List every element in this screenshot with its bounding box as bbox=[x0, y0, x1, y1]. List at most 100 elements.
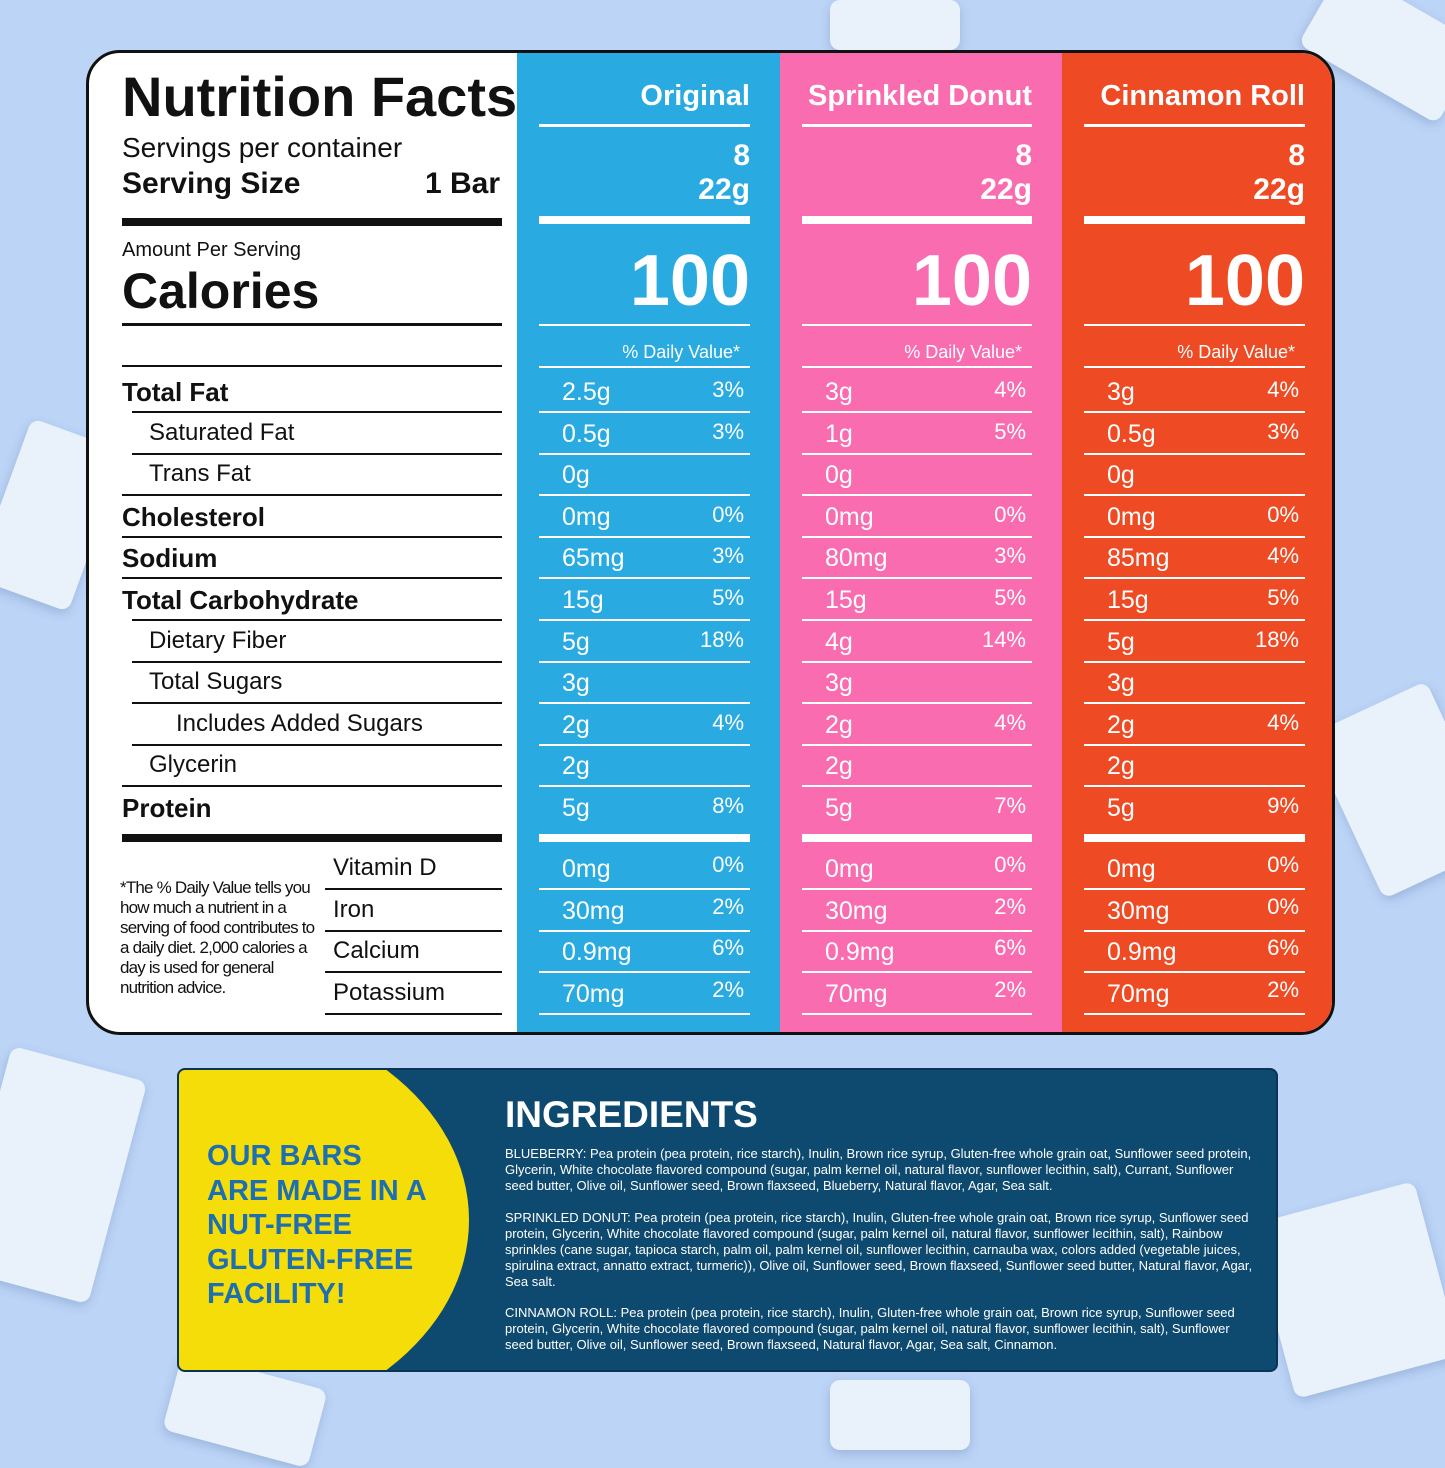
nutrient-amount: 2g bbox=[1107, 752, 1135, 781]
nutrient-amount: 3g bbox=[1107, 669, 1135, 698]
nutrient-name: Glycerin bbox=[149, 751, 238, 779]
rule bbox=[539, 411, 750, 413]
nutrient-amount: 0g bbox=[562, 461, 590, 490]
vitamin-amount: 0.9mg bbox=[825, 938, 895, 967]
rule bbox=[802, 834, 1032, 842]
rule bbox=[539, 216, 750, 224]
rule bbox=[802, 411, 1032, 413]
nutrient-amount: 0mg bbox=[825, 502, 874, 531]
vitamin-dv: 2% bbox=[994, 977, 1026, 1003]
rule bbox=[122, 834, 502, 842]
badge-shape bbox=[179, 1070, 469, 1370]
nutrient-amount: 2g bbox=[1107, 710, 1135, 739]
nutrient-dv: 5% bbox=[712, 585, 744, 610]
rule bbox=[1084, 324, 1305, 326]
rule bbox=[539, 834, 750, 842]
vitamin-dv: 2% bbox=[712, 893, 744, 919]
nutrient-amount: 0.5g bbox=[1107, 419, 1156, 448]
rule bbox=[132, 702, 502, 705]
nutrient-amount: 85mg bbox=[1107, 544, 1170, 573]
servings: 8 bbox=[1288, 139, 1305, 172]
nutrient-name: Cholesterol bbox=[122, 501, 266, 532]
vitamin-amount: 70mg bbox=[562, 980, 625, 1009]
vitamin-dv: 2% bbox=[712, 977, 744, 1003]
rule bbox=[122, 323, 502, 326]
rule bbox=[802, 743, 1032, 746]
vitamin-dv: 6% bbox=[1267, 935, 1299, 961]
rule bbox=[802, 124, 1032, 127]
vitamin-dv: 6% bbox=[994, 935, 1026, 961]
nutrient-amount: 0mg bbox=[1107, 502, 1156, 531]
servings: 8 bbox=[1015, 139, 1032, 172]
product-name: Cinnamon Roll bbox=[1100, 80, 1305, 112]
daily-value-note: % Daily Value* bbox=[1177, 342, 1295, 362]
rule bbox=[1084, 702, 1305, 705]
nutrient-dv: 4% bbox=[994, 377, 1026, 402]
nutrient-amount: 3g bbox=[1107, 378, 1135, 406]
rule bbox=[325, 971, 502, 974]
rule bbox=[539, 971, 750, 974]
rule bbox=[539, 702, 750, 705]
rule bbox=[539, 660, 750, 663]
ingredients-paragraph: SPRINKLED DONUT: Pea protein (pea protei… bbox=[505, 1210, 1253, 1289]
nutrient-dv: 18% bbox=[699, 626, 744, 652]
vitamin-name: Potassium bbox=[333, 979, 446, 1007]
rule bbox=[122, 365, 502, 367]
nutrient-dv: 3% bbox=[1267, 418, 1299, 444]
nutrient-dv: 8% bbox=[712, 793, 744, 818]
rule bbox=[802, 494, 1032, 497]
rule bbox=[1084, 929, 1305, 932]
rule bbox=[539, 366, 750, 368]
vitamin-amount: 70mg bbox=[1107, 980, 1170, 1009]
vitamin-name: Iron bbox=[333, 895, 375, 923]
product-name: Original bbox=[640, 80, 750, 112]
rule bbox=[1084, 619, 1305, 621]
rule bbox=[539, 929, 750, 932]
rule bbox=[539, 124, 750, 127]
nutrient-amount: 2g bbox=[562, 710, 590, 739]
rule bbox=[132, 452, 502, 455]
nutrient-name: Saturated Fat bbox=[149, 418, 295, 446]
vitamin-dv: 0% bbox=[1267, 893, 1299, 919]
rule bbox=[802, 929, 1032, 932]
ingredients-title: INGREDIENTS bbox=[505, 1094, 758, 1135]
nutrient-amount: 3g bbox=[825, 378, 853, 406]
nutrient-dv: 5% bbox=[994, 585, 1026, 610]
rule bbox=[122, 218, 502, 226]
calories: 100 bbox=[1184, 241, 1305, 321]
rule bbox=[1084, 743, 1305, 746]
serving-size: 1 Bar bbox=[424, 167, 500, 200]
nutrient-amount: 0.5g bbox=[562, 419, 611, 448]
vitamin-dv: 2% bbox=[994, 893, 1026, 919]
rule bbox=[539, 785, 750, 788]
rule bbox=[802, 452, 1032, 455]
nutrient-dv: 4% bbox=[994, 709, 1026, 735]
vitamin-amount: 30mg bbox=[562, 896, 625, 925]
daily-value-note: % Daily Value* bbox=[904, 342, 1022, 362]
badge-line: ARE MADE IN A bbox=[207, 1174, 427, 1207]
rule bbox=[1084, 888, 1305, 890]
rule bbox=[802, 888, 1032, 890]
nutrient-amount: 2g bbox=[825, 710, 853, 739]
ingredients-panel: OUR BARS ARE MADE IN A NUT-FREE GLUTEN-FREE… bbox=[177, 1068, 1278, 1372]
nutrient-dv: 14% bbox=[981, 626, 1026, 652]
rule bbox=[802, 324, 1032, 326]
rule bbox=[802, 535, 1032, 538]
rule bbox=[539, 619, 750, 621]
rule bbox=[539, 743, 750, 746]
nutrient-amount: 5g bbox=[562, 794, 590, 822]
rule bbox=[1084, 494, 1305, 497]
rule bbox=[132, 411, 502, 413]
nutrient-amount: 80mg bbox=[825, 544, 888, 573]
nutrient-amount: 5g bbox=[1107, 794, 1135, 822]
vitamin-amount: 0mg bbox=[562, 855, 611, 883]
vitamin-amount: 0.9mg bbox=[1107, 938, 1177, 967]
nutrient-amount: 15g bbox=[562, 586, 604, 614]
nutrient-amount: 5g bbox=[825, 794, 853, 822]
rule bbox=[1084, 834, 1305, 842]
nutrient-dv: 5% bbox=[994, 418, 1026, 444]
rule bbox=[1084, 535, 1305, 538]
nutrient-dv: 4% bbox=[1267, 377, 1299, 402]
nutrient-amount: 65mg bbox=[562, 544, 625, 573]
